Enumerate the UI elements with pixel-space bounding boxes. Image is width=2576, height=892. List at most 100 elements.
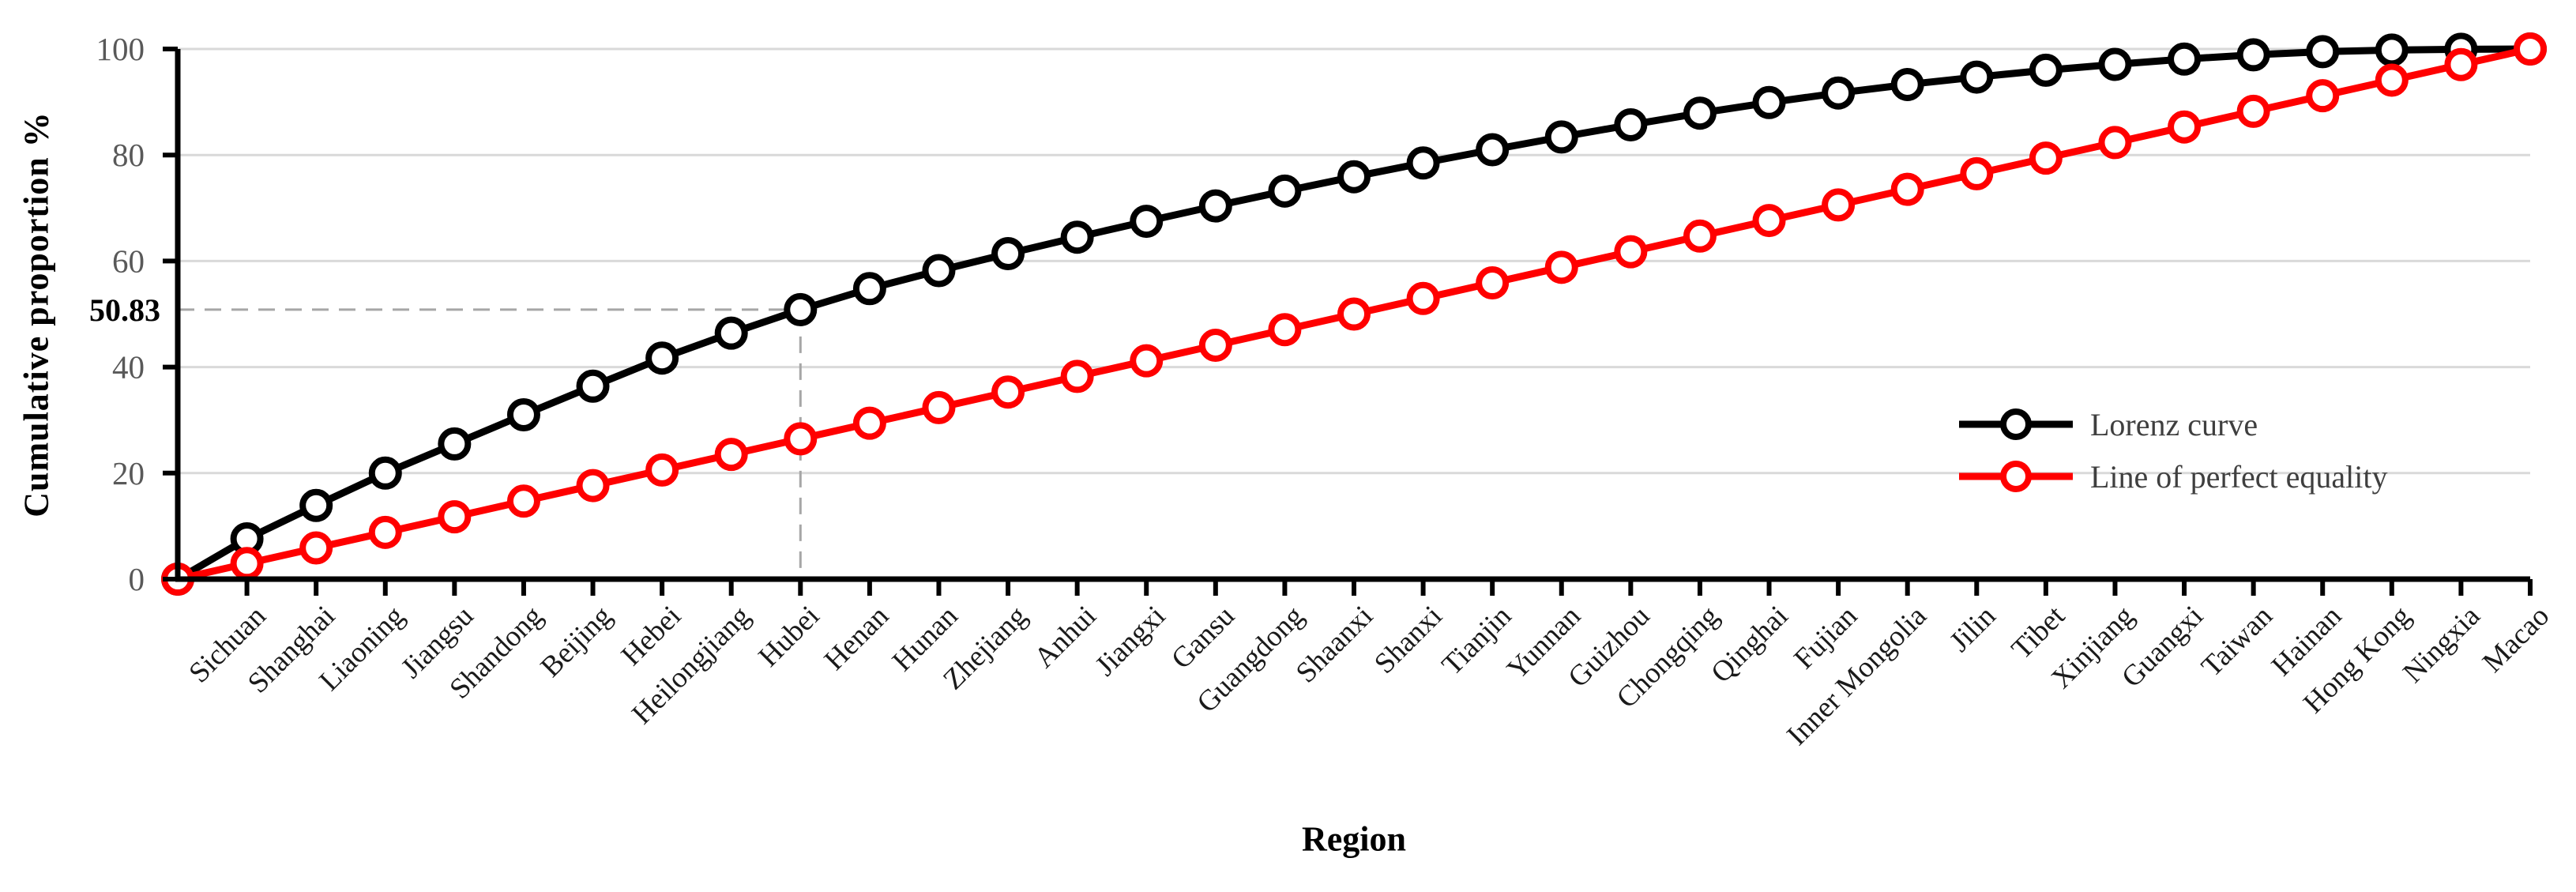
data-point-marker [1960,60,1994,94]
data-point-marker [645,453,679,487]
data-point-marker [1476,266,1510,300]
annotation-guides [178,308,802,579]
data-point-marker [576,369,610,403]
data-point-marker [2029,53,2063,87]
data-point-marker [2375,33,2409,67]
data-point-marker [1337,297,1371,331]
data-point-marker [299,531,333,565]
data-point-marker [991,237,1025,271]
svg-text:80: 80 [112,137,145,173]
data-point-marker [1337,160,1371,194]
data-point-marker [506,397,540,431]
category-label: Beijing [535,600,619,683]
annotation-value-label: 50.83 [89,292,160,328]
series-line-of-perfect-equality [161,32,2547,596]
y-tick-labels: 0 20 40 60 80 100 [96,31,145,597]
category-labels: SichuanShanghaiLiaoningJiangsuShandongBe… [182,600,2555,752]
legend: Lorenz curve Line of perfect equality [1956,398,2387,502]
axes [163,47,2533,596]
data-point-marker [2306,35,2340,69]
category-label: Taiwan [2195,600,2279,683]
data-point-marker [1268,313,1302,347]
data-point-marker [784,422,818,456]
y-axis-title: Cumulative proportion % [17,111,56,518]
data-point-marker [1130,205,1164,239]
svg-text:0: 0 [129,561,145,597]
data-point-marker [2514,32,2547,66]
category-label: Macao [2476,600,2555,679]
data-point-marker [1683,219,1717,253]
data-point-marker [506,484,540,518]
data-point-marker [1614,107,1648,141]
data-point-marker [852,406,886,440]
svg-text:100: 100 [96,31,145,67]
data-point-marker [1130,344,1164,378]
data-point-marker [2306,79,2340,113]
legend-item-perfect-equality: Line of perfect equality [1956,450,2387,502]
data-point-marker [1890,172,1924,206]
lorenz-curve-line-icon [1959,408,2073,440]
data-point-marker [2168,110,2202,144]
data-point-marker [714,316,748,350]
data-point-marker [1060,359,1094,393]
data-point-marker [714,438,748,472]
data-point-marker [1683,96,1717,130]
category-label: Qinghai [1705,600,1794,689]
data-point-marker [1822,188,1856,222]
data-point-marker [2236,38,2270,72]
data-point-marker [2444,47,2478,81]
data-point-marker [1752,85,1786,119]
data-point-marker [1198,328,1232,362]
data-point-marker [2375,63,2409,97]
data-point-marker [576,469,610,502]
data-point-marker [922,390,956,424]
data-point-marker [1268,174,1302,208]
data-point-marker [1960,156,1994,190]
data-point-marker [1060,220,1094,254]
data-point-marker [1406,146,1440,180]
data-point-marker [1544,250,1578,284]
category-label: Hubei [752,600,825,673]
legend-label-lorenz-curve: Lorenz curve [2090,406,2258,442]
category-label: Jilin [1943,600,2002,658]
svg-text:40: 40 [112,349,145,386]
data-point-marker [368,515,402,549]
category-label: Ningxia [2397,600,2486,689]
data-point-marker [2168,42,2202,76]
equality-line-icon [1959,461,2073,492]
data-point-marker [1406,281,1440,315]
gridlines [178,47,2530,475]
data-point-marker [2236,94,2270,128]
series-lorenz-curve [161,32,2547,596]
data-point-marker [1822,76,1856,110]
data-point-marker [645,341,679,375]
data-point-marker [1476,133,1510,167]
data-point-marker [922,254,956,288]
data-point-marker [230,547,264,581]
data-point-marker [1614,235,1648,269]
data-point-marker [852,272,886,306]
data-point-marker [2098,47,2132,81]
legend-item-lorenz-curve: Lorenz curve [1956,398,2387,450]
x-axis-title: Region [1302,819,1406,859]
data-point-marker [1544,120,1578,154]
category-label: Anhui [1028,600,1102,674]
svg-text:60: 60 [112,243,145,279]
legend-label-perfect-equality: Line of perfect equality [2090,458,2388,495]
data-point-marker [438,427,472,461]
category-label: Shaanxi [1290,600,1379,689]
data-point-marker [438,500,472,534]
category-label: Tianjin [1436,600,1518,682]
data-point-marker [1890,67,1924,101]
data-point-marker [299,488,333,522]
data-point-marker [1752,204,1786,238]
category-label: Jiangxi [1089,600,1172,683]
data-point-marker [1198,189,1232,223]
data-point-marker [368,456,402,490]
data-point-marker [2098,126,2132,160]
data-point-marker [991,375,1025,409]
category-label: Shanxi [1368,600,1449,680]
category-label: Henan [818,600,895,676]
svg-text:20: 20 [112,455,145,491]
